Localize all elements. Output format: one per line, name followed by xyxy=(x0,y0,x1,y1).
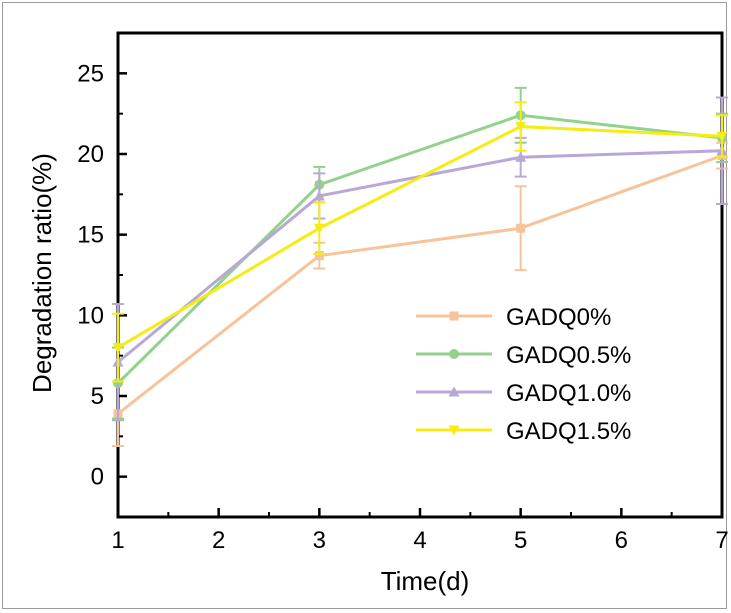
x-tick-label: 3 xyxy=(313,527,326,554)
legend-label: GADQ0% xyxy=(506,304,611,331)
legend-label: GADQ0.5% xyxy=(506,342,631,369)
y-axis-title: Degradation ratio(%) xyxy=(27,153,57,393)
data-point xyxy=(515,151,527,162)
legend-marker xyxy=(449,311,459,321)
series-line xyxy=(116,113,723,385)
x-tick-label: 1 xyxy=(111,527,124,554)
x-tick-label: 6 xyxy=(615,527,628,554)
series-3 xyxy=(117,149,723,364)
legend-marker xyxy=(449,349,459,359)
series-2 xyxy=(116,113,723,385)
x-tick-label: 5 xyxy=(514,527,527,554)
data-point xyxy=(716,131,728,142)
data-point xyxy=(516,223,526,233)
data-point xyxy=(314,251,324,261)
y-tick-label: 15 xyxy=(77,222,104,249)
data-point xyxy=(112,343,124,354)
y-tick-label: 5 xyxy=(91,383,104,410)
y-tick-label: 20 xyxy=(77,141,104,168)
legend-label: GADQ1.5% xyxy=(506,418,631,445)
x-tick-label: 4 xyxy=(413,527,426,554)
series-1 xyxy=(117,154,723,415)
series-line xyxy=(117,154,723,415)
x-axis-title: Time(d) xyxy=(381,566,470,596)
x-tick-label: 7 xyxy=(715,527,728,554)
legend-marker xyxy=(448,425,460,436)
legend-marker xyxy=(448,386,460,397)
data-point xyxy=(313,223,325,234)
series-line xyxy=(117,149,723,364)
y-tick-label: 25 xyxy=(77,60,104,87)
series-4 xyxy=(117,125,723,349)
legend-label: GADQ1.0% xyxy=(506,380,631,407)
data-point xyxy=(515,122,527,133)
y-tick-label: 10 xyxy=(77,302,104,329)
y-tick-label: 0 xyxy=(91,464,104,491)
plot-area xyxy=(116,31,724,519)
series-line xyxy=(117,125,723,349)
x-tick-label: 2 xyxy=(212,527,225,554)
data-point xyxy=(313,190,325,201)
